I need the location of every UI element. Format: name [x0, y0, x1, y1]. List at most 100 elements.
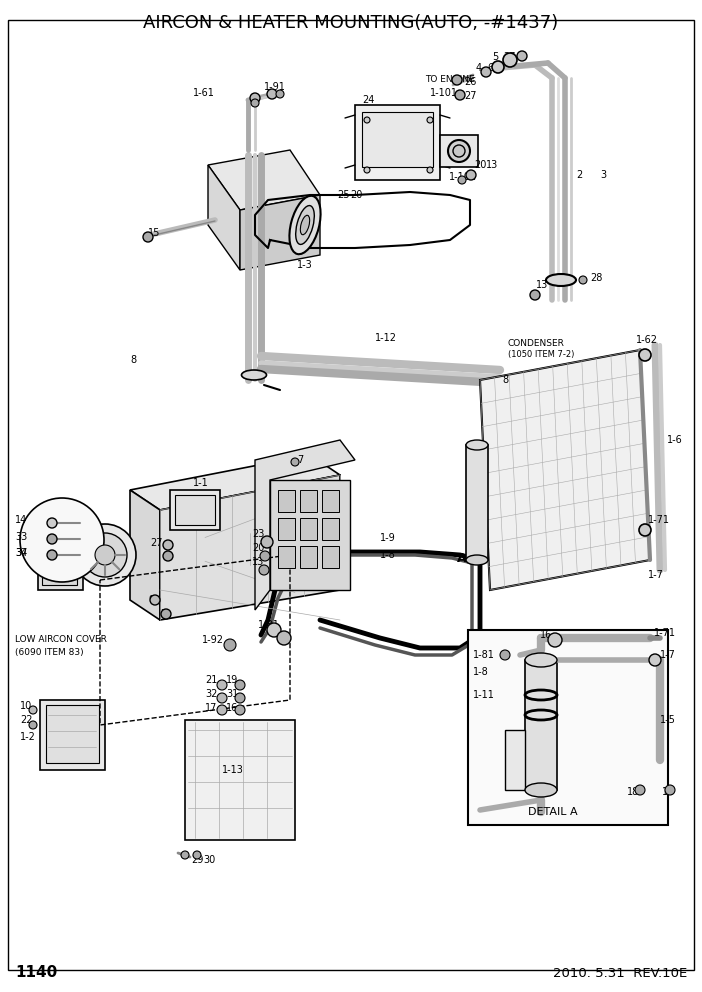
Circle shape [163, 551, 173, 561]
Text: CONDENSER: CONDENSER [508, 338, 565, 347]
Text: 1-71: 1-71 [654, 628, 676, 638]
Bar [40, 700, 105, 770]
Text: 1-2: 1-2 [20, 732, 36, 742]
Ellipse shape [74, 524, 136, 586]
Text: 22: 22 [20, 715, 32, 725]
Text: 11: 11 [662, 787, 674, 797]
Text: 1-81: 1-81 [473, 650, 495, 660]
Circle shape [492, 61, 504, 73]
Bar [322, 546, 339, 568]
Ellipse shape [241, 370, 267, 380]
Text: 17: 17 [205, 703, 218, 713]
Text: 27: 27 [464, 91, 477, 101]
Circle shape [503, 53, 517, 67]
Text: A: A [457, 552, 467, 564]
Ellipse shape [546, 274, 576, 286]
Text: 1-101: 1-101 [430, 88, 458, 98]
Text: 6: 6 [487, 63, 493, 73]
Circle shape [500, 650, 510, 660]
Text: 7: 7 [297, 455, 303, 465]
Text: 19: 19 [226, 675, 238, 685]
Polygon shape [130, 490, 160, 620]
Circle shape [481, 67, 491, 77]
Text: 26: 26 [464, 77, 477, 87]
Text: 1-91: 1-91 [264, 82, 286, 92]
Ellipse shape [296, 205, 314, 244]
Polygon shape [160, 475, 340, 620]
Text: 33: 33 [15, 532, 27, 542]
Text: 3: 3 [600, 170, 606, 180]
Text: 1-1: 1-1 [193, 478, 208, 488]
Circle shape [455, 90, 465, 100]
Text: LOW AIRCON COVER: LOW AIRCON COVER [15, 636, 107, 645]
Text: 1-92: 1-92 [202, 635, 224, 645]
Text: 13: 13 [536, 280, 548, 290]
Circle shape [217, 705, 227, 715]
Text: 34: 34 [15, 548, 27, 558]
Text: 24: 24 [362, 95, 374, 105]
Circle shape [452, 75, 462, 85]
Circle shape [217, 680, 227, 690]
Text: 1-3: 1-3 [297, 260, 313, 270]
Ellipse shape [95, 545, 115, 565]
Text: 16: 16 [540, 630, 552, 640]
Circle shape [235, 680, 245, 690]
Circle shape [530, 290, 540, 300]
Circle shape [235, 693, 245, 703]
Text: 1-62: 1-62 [636, 335, 658, 345]
Ellipse shape [453, 145, 465, 157]
Circle shape [364, 117, 370, 123]
Text: 13: 13 [252, 557, 264, 567]
Ellipse shape [466, 440, 488, 450]
Text: 14: 14 [15, 515, 27, 525]
Bar [362, 112, 433, 167]
Circle shape [163, 540, 173, 550]
Circle shape [291, 458, 299, 466]
Bar [175, 495, 215, 525]
Circle shape [466, 170, 476, 180]
Bar [42, 550, 77, 585]
Text: 30: 30 [203, 855, 216, 865]
Circle shape [427, 117, 433, 123]
Circle shape [267, 89, 277, 99]
Text: 7: 7 [160, 609, 166, 619]
Text: 1-61: 1-61 [193, 88, 215, 98]
Circle shape [217, 693, 227, 703]
Text: 20: 20 [474, 160, 486, 170]
Circle shape [251, 99, 259, 107]
Circle shape [267, 623, 281, 637]
Ellipse shape [466, 555, 488, 565]
Circle shape [193, 851, 201, 859]
Bar [270, 480, 350, 590]
Text: 1-9: 1-9 [380, 533, 396, 543]
Circle shape [548, 633, 562, 647]
Circle shape [161, 609, 171, 619]
Circle shape [649, 654, 661, 666]
Circle shape [260, 551, 270, 561]
Text: 1-8: 1-8 [473, 667, 489, 677]
Text: 1-5: 1-5 [660, 715, 676, 725]
Text: 2: 2 [576, 170, 582, 180]
Circle shape [277, 631, 291, 645]
Bar [440, 135, 478, 167]
Text: 8: 8 [130, 355, 136, 365]
Circle shape [235, 705, 245, 715]
Text: 9: 9 [148, 595, 154, 605]
Text: 23: 23 [252, 529, 265, 539]
Ellipse shape [300, 215, 310, 235]
Ellipse shape [525, 783, 557, 797]
Text: 8: 8 [502, 375, 508, 385]
Text: 1-81: 1-81 [258, 620, 280, 630]
Text: 29: 29 [191, 855, 204, 865]
Text: 5: 5 [492, 52, 498, 62]
Text: TO ENGINE: TO ENGINE [425, 75, 475, 84]
Circle shape [261, 536, 273, 548]
Bar [300, 518, 317, 540]
Text: 10: 10 [20, 701, 32, 711]
Bar [38, 545, 83, 590]
Text: 1-6: 1-6 [667, 435, 683, 445]
Bar [46, 705, 99, 763]
Circle shape [579, 276, 587, 284]
Bar [355, 105, 440, 180]
Text: 20: 20 [252, 543, 265, 553]
